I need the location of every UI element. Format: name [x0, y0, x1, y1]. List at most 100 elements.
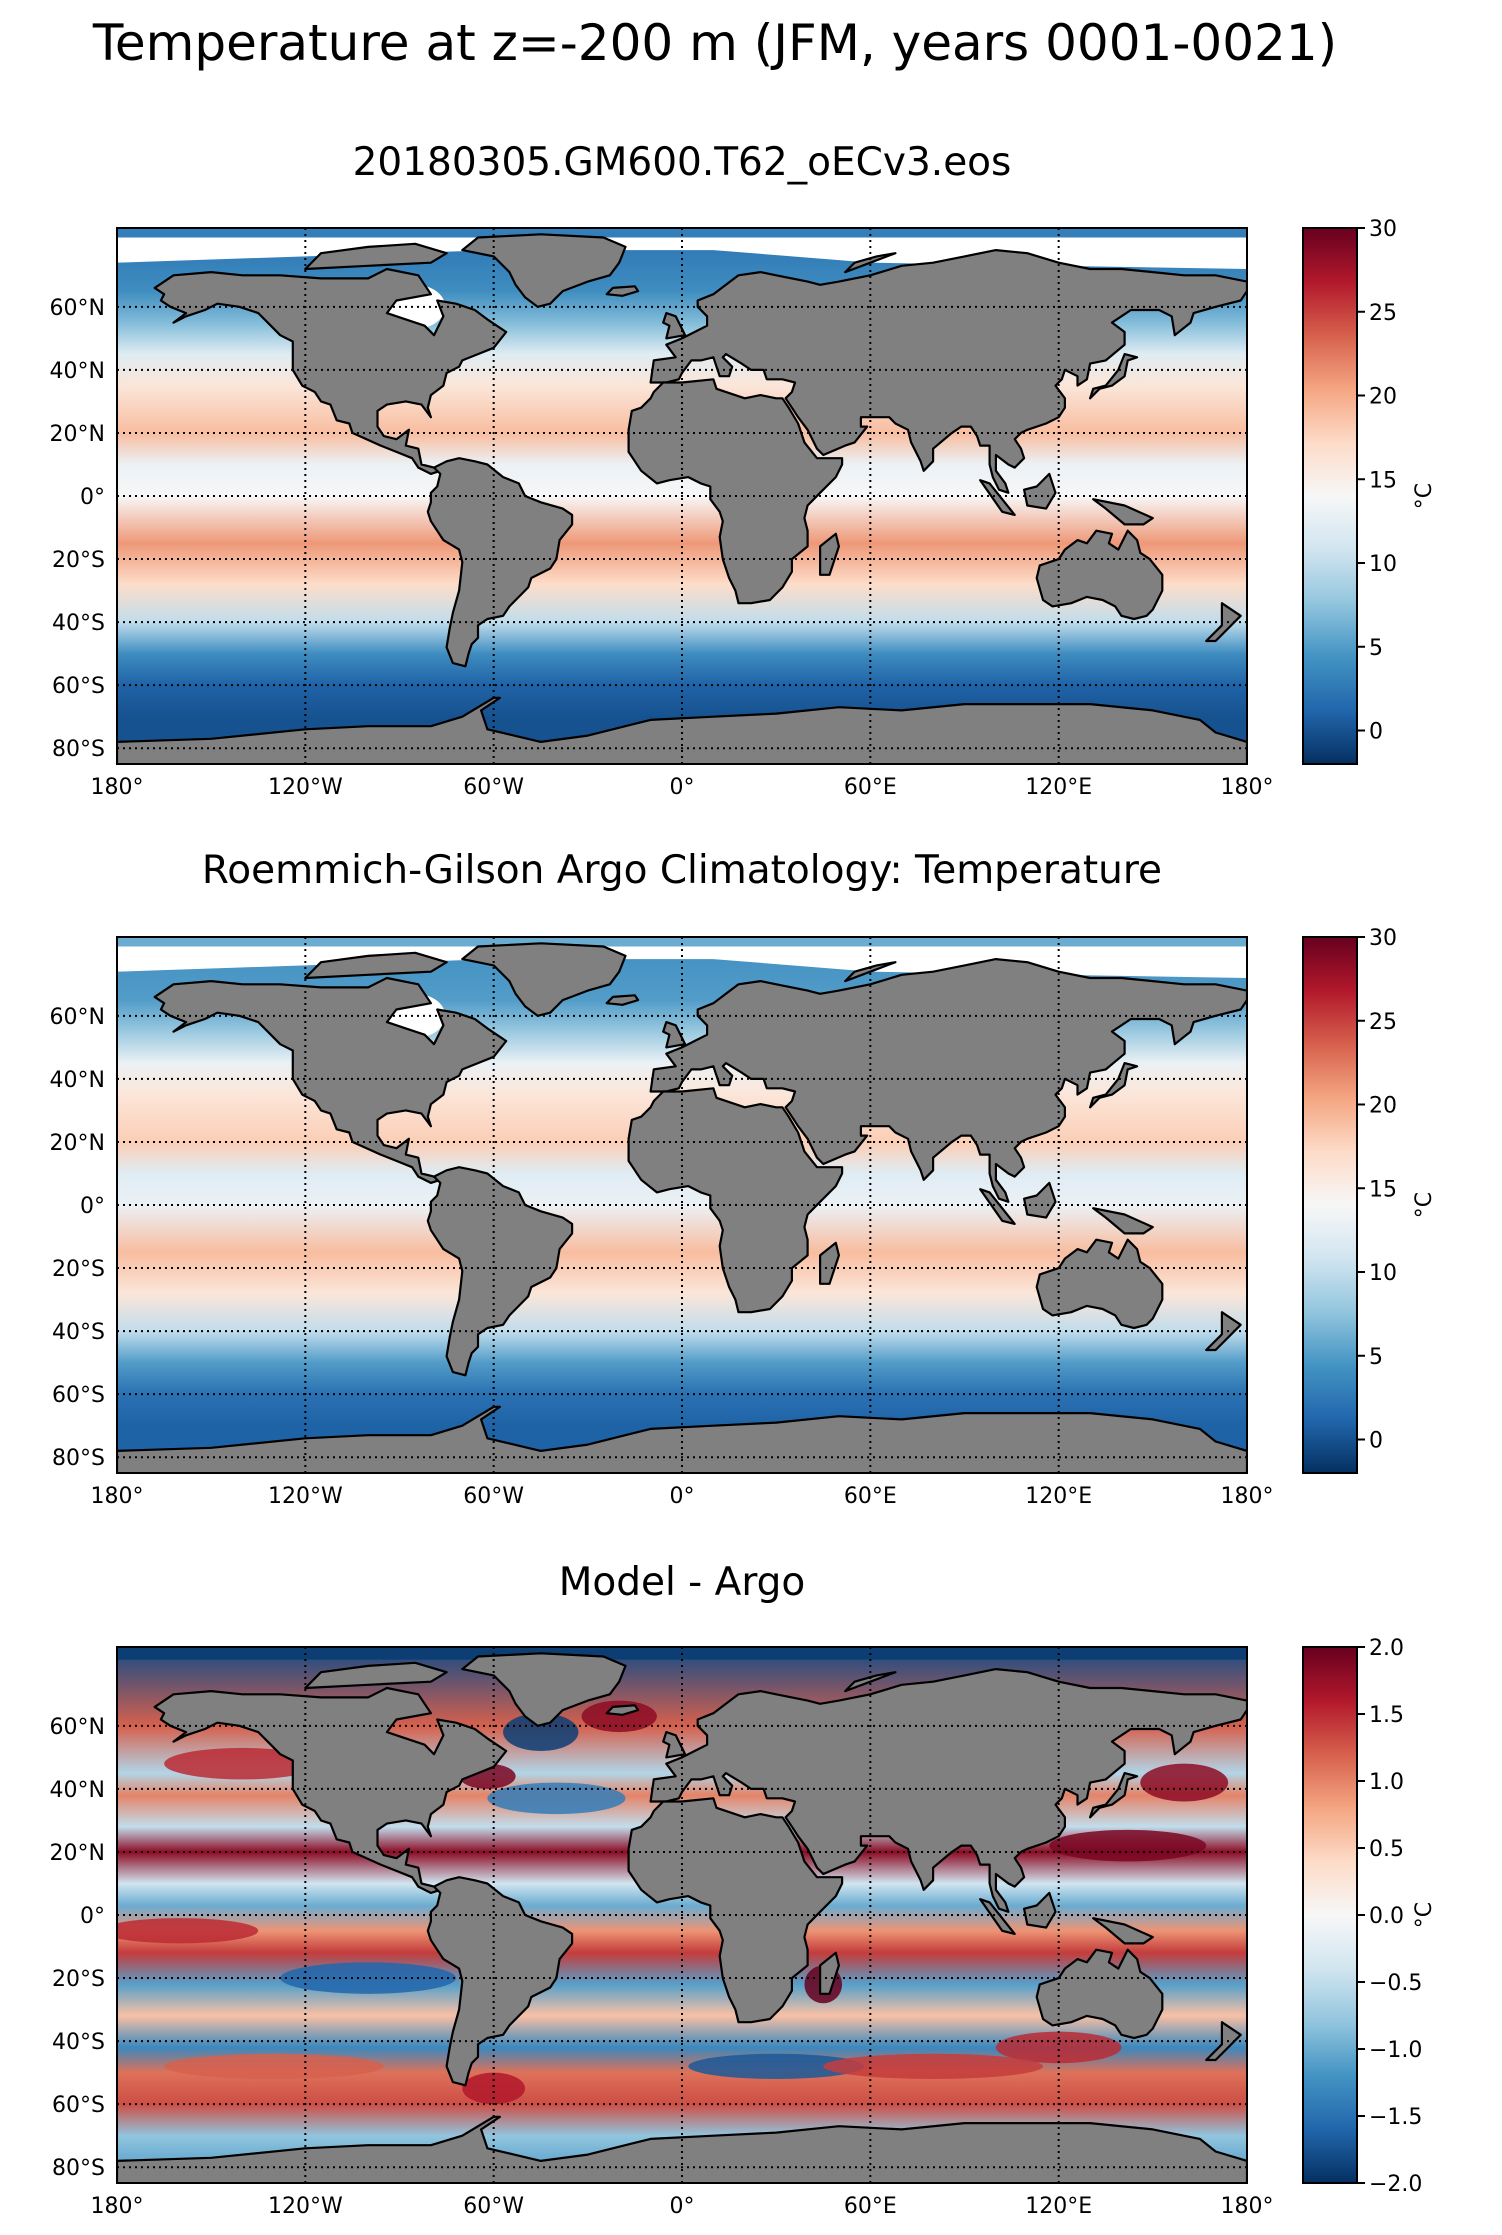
- land-africa: [627, 1087, 844, 1314]
- land-south-america: [426, 1876, 574, 2087]
- y-tick-label: 20°S: [52, 548, 105, 573]
- land-eurasia: [649, 249, 1247, 494]
- x-tick-label: 60°E: [844, 2194, 897, 2219]
- x-tick-label: 60°E: [844, 1484, 897, 1509]
- y-tick-label: 80°S: [52, 737, 105, 762]
- land-borneo: [1022, 1891, 1057, 1929]
- colorbar-tick-label: 5: [1369, 1345, 1383, 1370]
- colorbar-unit-label: °C: [1412, 1192, 1437, 1218]
- anomaly-region-12: [823, 2053, 1043, 2079]
- land-australia: [1035, 1238, 1164, 1330]
- anomaly-region-5: [1140, 1763, 1229, 1802]
- x-tick-label: 120°W: [268, 1484, 343, 1509]
- y-tick-label: 60°N: [50, 296, 105, 321]
- y-tick-label: 60°S: [52, 674, 105, 699]
- panel-title-argo: Roemmich-Gilson Argo Climatology: Temper…: [201, 848, 1163, 893]
- map-model: 60°N 40°N 20°N 0° 20°S 40°S 60°S 80°S 180° 120°W…: [50, 227, 1274, 800]
- colorbar-tick-label: 0: [1369, 1429, 1383, 1454]
- x-tick-label: 60°W: [463, 775, 524, 800]
- colorbar-tick-label: 15: [1369, 1177, 1397, 1202]
- gridlines: [117, 228, 1247, 764]
- panel-title-model: 20180305.GM600.T62_oECv3.eos: [352, 140, 1012, 185]
- anomaly-region-8: [280, 1962, 456, 1994]
- y-tick-label: 80°S: [52, 2156, 105, 2181]
- colorbar-tick-label: 0.0: [1369, 1904, 1404, 1929]
- colorbar-gradient: [1302, 936, 1358, 1474]
- colorbar-tick-label: −2.0: [1369, 2172, 1422, 2197]
- y-tick-label: 40°N: [50, 359, 105, 384]
- land-africa: [627, 1797, 844, 2024]
- y-tick-label: 20°S: [52, 1967, 105, 1992]
- anomaly-region-10: [995, 2031, 1122, 2064]
- land-borneo: [1022, 1181, 1057, 1219]
- land-new-guinea: [1092, 1917, 1154, 1945]
- land-japan: [1089, 1772, 1139, 1819]
- anomaly-region-9: [688, 2053, 865, 2079]
- colorbar-tick-label: 15: [1369, 468, 1397, 493]
- y-tick-label: 0°: [80, 1904, 105, 1929]
- land-north-america: [153, 267, 508, 475]
- y-tick-labels: 60°N 40°N 20°N 0° 20°S 40°S 60°S 80°S: [50, 1715, 105, 2181]
- colorbar-tick-label: 0: [1369, 720, 1383, 745]
- colorbar-ticks: 30 25 20 15 10 5 0: [1357, 926, 1397, 1454]
- x-tick-labels: 180° 120°W 60°W 0° 60°E 120°E 180°: [91, 2194, 1274, 2219]
- land-sumatra: [979, 1188, 1016, 1225]
- land-arctic-islands: [304, 242, 448, 271]
- y-tick-label: 60°N: [50, 1005, 105, 1030]
- land-eurasia: [649, 958, 1247, 1203]
- colorbar-tick-label: 30: [1369, 926, 1397, 951]
- y-tick-label: 0°: [80, 485, 105, 510]
- land-borneo: [1022, 472, 1057, 510]
- colorbar-unit-label: °C: [1412, 483, 1437, 509]
- x-tick-label: 0°: [670, 1484, 695, 1509]
- map-frame: [116, 227, 1248, 765]
- x-tick-label: 180°: [91, 2194, 144, 2219]
- land-madagascar: [819, 532, 840, 576]
- y-tick-label: 40°S: [52, 2030, 105, 2055]
- land-britain: [662, 312, 687, 340]
- anomaly-region-1: [581, 1700, 657, 1733]
- colorbar-gradient: [1302, 1646, 1358, 2184]
- y-tick-label: 20°N: [50, 422, 105, 447]
- x-tick-label: 180°: [1221, 1484, 1274, 1509]
- land-arctic-islands: [304, 1661, 448, 1690]
- colorbar-tick-label: 25: [1369, 301, 1397, 326]
- colorbar-tick-label: 25: [1369, 1010, 1397, 1035]
- x-tick-label: 120°W: [268, 2194, 343, 2219]
- land-south-america: [426, 457, 574, 668]
- regional-anomalies: [117, 1647, 1247, 2105]
- land-madagascar: [819, 1241, 840, 1285]
- colorbar-tick-label: 2.0: [1369, 1636, 1404, 1661]
- y-tick-label: 0°: [80, 1194, 105, 1219]
- anomaly-region-14: [462, 2072, 526, 2105]
- gridlines: [117, 1647, 1247, 2183]
- anomaly-region-13: [164, 2053, 384, 2079]
- land-greenland: [461, 942, 627, 1017]
- colorbar-tick-label: 1.5: [1369, 1703, 1404, 1728]
- x-tick-label: 0°: [670, 2194, 695, 2219]
- land-africa: [627, 378, 844, 605]
- land-japan: [1089, 1062, 1139, 1109]
- colorbar-model: 30 25 20 15 10 5 0 °C: [1302, 217, 1437, 765]
- colorbar-tick-label: −0.5: [1369, 1971, 1422, 1996]
- land-arctic-islands: [304, 951, 448, 980]
- colorbar-tick-label: 20: [1369, 385, 1397, 410]
- anomaly-region-3: [487, 1782, 626, 1815]
- y-tick-label: 60°S: [52, 1383, 105, 1408]
- land-sumatra: [979, 479, 1016, 516]
- land-iceland: [605, 994, 640, 1006]
- anomaly-region-6: [1049, 1829, 1207, 1862]
- land-svalbard-novaya: [844, 1671, 897, 1693]
- land-greenland: [461, 233, 627, 308]
- y-tick-labels: 60°N 40°N 20°N 0° 20°S 40°S 60°S 80°S: [50, 296, 105, 762]
- colorbar-tick-label: 10: [1369, 552, 1397, 577]
- x-tick-label: 120°E: [1025, 775, 1092, 800]
- y-tick-labels: 60°N 40°N 20°N 0° 20°S 40°S 60°S 80°S: [50, 1005, 105, 1471]
- land-britain: [662, 1021, 687, 1049]
- x-tick-label: 180°: [91, 1484, 144, 1509]
- land-south-america: [426, 1166, 574, 1377]
- land-north-america: [153, 1686, 508, 1894]
- land-new-guinea: [1092, 498, 1154, 526]
- y-tick-label: 40°S: [52, 1320, 105, 1345]
- x-tick-labels: 180° 120°W 60°W 0° 60°E 120°E 180°: [91, 1484, 1274, 1509]
